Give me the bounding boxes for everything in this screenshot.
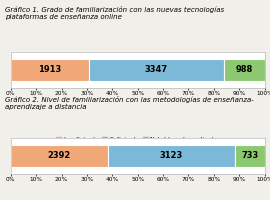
Bar xyxy=(224,59,265,81)
Bar xyxy=(235,145,265,167)
Bar xyxy=(89,59,224,81)
Text: Gráfico 2. Nivel de familiarización con las metodologías de enseñanza-
aprendiza: Gráfico 2. Nivel de familiarización con … xyxy=(5,96,254,110)
Bar xyxy=(108,145,235,167)
Text: 988: 988 xyxy=(236,66,253,74)
Text: 3123: 3123 xyxy=(160,152,183,160)
Text: Gráfico 1. Grado de familiarización con las nuevas tecnologías
plataformas de en: Gráfico 1. Grado de familiarización con … xyxy=(5,6,225,20)
Text: 3347: 3347 xyxy=(145,66,168,74)
Text: 733: 733 xyxy=(241,152,258,160)
Text: 2392: 2392 xyxy=(48,152,71,160)
Text: 1913: 1913 xyxy=(38,66,61,74)
Bar xyxy=(11,59,89,81)
Legend: Insuficiente, Suficiente, Notable-sobresaliente: Insuficiente, Suficiente, Notable-sobres… xyxy=(54,134,221,145)
Bar xyxy=(11,145,108,167)
